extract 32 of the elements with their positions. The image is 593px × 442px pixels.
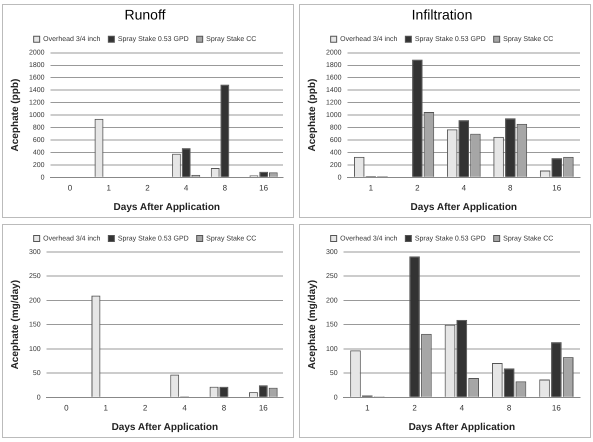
chart-title: Infiltration (412, 6, 472, 22)
x-tick-label: 8 (222, 403, 227, 412)
x-tick-label: 1 (365, 403, 370, 412)
x-tick-label: 16 (552, 403, 562, 412)
x-tick-label: 8 (506, 403, 512, 412)
x-tick-label: 4 (182, 403, 188, 412)
x-tick-label: 4 (462, 183, 467, 192)
x-tick-label: 16 (258, 403, 268, 412)
x-tick-label: 2 (145, 183, 150, 192)
x-tick-label: 1 (368, 183, 374, 192)
x-axis-title: Days After Application (114, 202, 220, 213)
y-axis-title: Acephate (mg/day) (306, 280, 318, 370)
y-axis-title: Acephate (mg/day) (10, 280, 21, 370)
y-axis-title: Acephate (ppb) (306, 78, 318, 152)
x-axis-title: Days After Application (410, 202, 518, 213)
x-tick-label: 2 (412, 403, 418, 412)
x-tick-label: 0 (64, 403, 70, 412)
x-tick-label: 16 (259, 183, 269, 192)
x-tick-label: 8 (222, 183, 228, 192)
chart-title: Runoff (124, 6, 166, 22)
x-tick-label: 1 (106, 183, 112, 192)
x-tick-label: 2 (415, 183, 420, 192)
x-tick-label: 1 (104, 403, 109, 412)
x-tick-label: 4 (184, 183, 189, 192)
x-tick-label: 4 (460, 403, 465, 412)
x-tick-label: 2 (142, 403, 148, 412)
x-axis-title: Days After Application (112, 422, 218, 433)
x-tick-label: 8 (508, 183, 514, 192)
x-axis-title: Days After Application (408, 422, 516, 433)
y-axis-title: Acephate (ppb) (10, 78, 21, 152)
x-tick-label: 16 (552, 183, 562, 192)
x-tick-label: 0 (68, 183, 73, 192)
